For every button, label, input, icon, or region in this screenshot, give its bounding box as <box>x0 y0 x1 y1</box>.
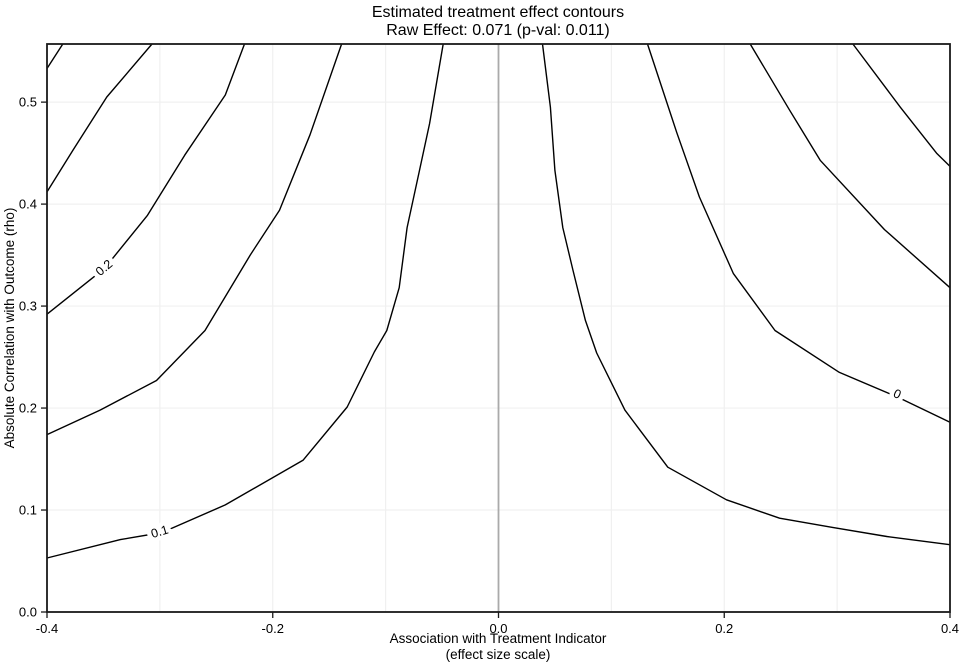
plot-border <box>46 43 951 613</box>
x-axis-label-line2: (effect size scale) <box>446 647 551 662</box>
grid-layer <box>47 44 950 612</box>
y-tick-label: 0.4 <box>19 197 37 212</box>
contour-label-0.1: 0.1 <box>149 523 170 541</box>
x-tick-label: -0.4 <box>36 621 58 636</box>
contour-line-level-0.15 <box>46 43 343 436</box>
y-tick-label: 0.3 <box>19 299 37 314</box>
chart-subtitle: Raw Effect: 0.071 (p-val: 0.011) <box>386 22 610 39</box>
x-tick-label: -0.2 <box>262 621 284 636</box>
contour-line-level-0.05 <box>541 43 951 546</box>
x-tick-label: 0.4 <box>941 621 959 636</box>
contour-line-level--0.1 <box>852 43 951 167</box>
x-tick-label: 0.0 <box>489 621 507 636</box>
y-tick-label: 0.2 <box>19 401 37 416</box>
x-tick-label: 0.2 <box>715 621 733 636</box>
contour-line-level-0.25 <box>46 43 153 193</box>
y-tick-label: 0.5 <box>19 95 37 110</box>
contour-line-level-0.2 <box>46 43 246 315</box>
contour-line-level-0.1 <box>46 43 444 559</box>
chart-title: Estimated treatment effect contours <box>372 4 624 21</box>
contour-line-level--0.05 <box>749 43 951 289</box>
contour-line-level-0.3 <box>46 43 64 69</box>
tick-layer: -0.4 -0.2 0.0 0.2 0.4 0.0 0.1 0.2 0.3 0.4 0.5 <box>19 95 959 636</box>
x-axis-label-line1: Association with Treatment Indicator <box>390 631 607 646</box>
y-tick-label: 0.0 <box>19 605 37 620</box>
y-axis-label: Absolute Correlation with Outcome (rho) <box>2 208 17 449</box>
contour-line-level-0 <box>646 43 951 423</box>
y-tick-label: 0.1 <box>19 503 37 518</box>
